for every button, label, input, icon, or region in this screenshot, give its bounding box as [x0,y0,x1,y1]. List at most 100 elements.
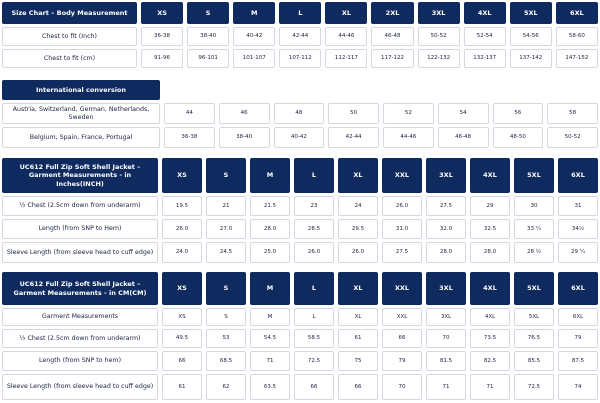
row-label: Sleeve Length (from sleeve head to cuff … [2,242,158,263]
size-header: XL [338,272,378,305]
row-label: Length (from SNP to Hem) [2,219,158,239]
value-cell: 21 [206,196,246,216]
value-cell: 58-60 [555,27,598,46]
value-cell: 29 [470,196,510,216]
value-cell: 107-112 [279,49,322,68]
value-cell: 61 [162,374,202,400]
value-cell: 3XL [426,308,466,326]
data-row: Chest to fit (Inch) 36-38 38-40 40-42 42-44 4… [2,27,598,46]
value-cell: 32.5 [470,219,510,239]
header-row: UC612 Full Zip Soft Shell Jacket – Garme… [2,272,598,305]
value-cell: 46 [218,103,270,124]
size-header: XS [162,272,202,305]
value-cell: 24.5 [206,242,246,263]
value-cell: L [294,308,334,326]
value-cell: 70 [426,329,466,348]
value-cell: 36-38 [141,27,184,46]
value-cell: 50-52 [417,27,460,46]
value-cell: 52-54 [463,27,506,46]
data-row: Belgium, Spain, France, Portugal 36-38 38-… [2,127,598,148]
value-cell: 44-46 [325,27,368,46]
value-cell: 46-48 [437,127,489,148]
value-cell: 26.0 [294,242,334,263]
value-cell: 53 [206,329,246,348]
size-header: S [187,2,230,24]
value-cell: 54.5 [250,329,290,348]
size-header: 6XL [555,2,598,24]
table-title: International conversion [2,80,160,100]
value-cell: 33 ¼ [514,219,554,239]
value-cell: 71 [470,374,510,400]
value-cell: 31.0 [382,219,422,239]
value-cell: 66 [382,329,422,348]
value-cell: XL [338,308,378,326]
data-row: Length (from SNP to Hem) 26.0 27.0 28.0 28.5… [2,219,598,239]
value-cell: XS [162,308,202,326]
value-cell: 26.0 [162,219,202,239]
value-cell: 28.0 [250,219,290,239]
size-header: XS [141,2,184,24]
value-cell: 81.5 [426,351,466,371]
size-header: L [294,158,334,193]
value-cell: 29.5 [338,219,378,239]
value-cell: 50 [328,103,379,124]
value-cell: 48 [273,103,325,124]
row-label: Chest to fit (cm) [2,49,137,68]
value-cell: 49.5 [162,329,202,348]
value-cell: 46-48 [371,27,414,46]
data-row: Sleeve Length (from sleeve head to cuff … [2,374,598,400]
table-title: UC612 Full Zip Soft Shell Jacket – Garme… [2,272,158,305]
value-cell: 73.5 [470,329,510,348]
size-header: 3XL [426,158,466,193]
row-label: Austria, Switzerland, German, Netherland… [2,103,160,124]
data-row: ½ Chest (2.5cm down from underarm) 49.5 53… [2,329,598,348]
value-cell: 48-50 [492,127,544,148]
header-row: Size Chart – Body Measurement XS S M L XL 2XL 3… [2,2,598,24]
value-cell: 74 [558,374,598,400]
value-cell: 27.5 [382,242,422,263]
row-label: ½ Chest (2.5cm down from underarm) [2,196,158,216]
size-header: 5XL [514,272,554,305]
data-row: ½ Chest (2.5cm down from underarm) 19.5 21… [2,196,598,216]
value-cell: 32.0 [426,219,466,239]
size-header: 6XL [558,158,598,193]
value-cell: 79 [558,329,598,348]
size-header: S [206,272,246,305]
value-cell: 5XL [514,308,554,326]
size-header: 2XL [371,2,414,24]
value-cell: 66 [294,374,334,400]
table: UC612 Full Zip Soft Shell Jacket – Garme… [2,272,598,403]
value-cell: 4XL [470,308,510,326]
value-cell: 96-101 [187,49,230,68]
value-cell: 31 [558,196,598,216]
row-label: Length (from SNP to hem) [2,351,158,371]
value-cell: 30 [514,196,554,216]
value-cell: 122-132 [417,49,460,68]
value-cell: 85.5 [514,351,554,371]
value-cell: 137-142 [509,49,552,68]
size-header: 4XL [470,158,510,193]
value-cell: 6XL [558,308,598,326]
size-header: 5XL [509,2,552,24]
value-cell: 38-40 [218,127,270,148]
value-cell: 61 [338,329,378,348]
value-cell: 132-137 [463,49,506,68]
value-cell: 26.0 [382,196,422,216]
data-row: Chest to fit (cm) 91-96 96-101 101-107 107-1… [2,49,598,68]
data-row: Austria, Switzerland, German, Netherland… [2,103,598,124]
value-cell: 19.5 [162,196,202,216]
value-cell: 76.5 [514,329,554,348]
value-cell: 36-38 [164,127,215,148]
value-cell: XXL [382,308,422,326]
size-header: XL [325,2,368,24]
value-cell: 42-44 [328,127,379,148]
spacer [164,80,598,100]
value-cell: 112-117 [325,49,368,68]
value-cell: 87.5 [558,351,598,371]
size-header: 4XL [470,272,510,305]
value-cell: 28.5 [294,219,334,239]
size-header: XXL [382,158,422,193]
value-cell: 29 ¼ [558,242,598,263]
value-cell: 147-152 [555,49,598,68]
value-cell: 28.0 [470,242,510,263]
